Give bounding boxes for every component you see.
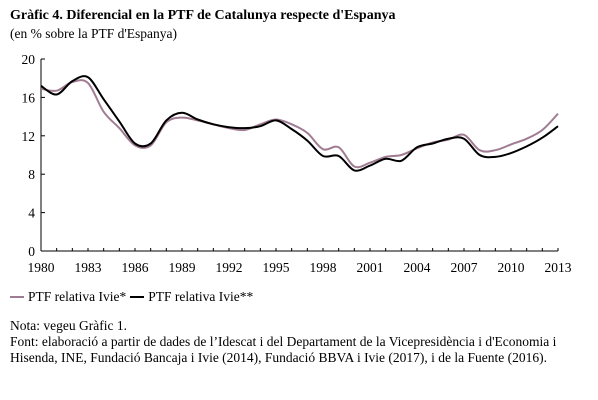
y-tick-label: 20 <box>22 52 36 67</box>
x-tick-label: 1995 <box>263 260 290 275</box>
x-tick-label: 2010 <box>498 260 525 275</box>
legend-item-ivie1: PTF relativa Ivie* <box>10 289 126 305</box>
legend-item-ivie2: PTF relativa Ivie** <box>130 289 253 305</box>
chart-series <box>40 75 559 172</box>
y-tick-label: 16 <box>22 90 36 105</box>
legend-swatch-ivie2 <box>130 296 145 298</box>
chart-legend: PTF relativa Ivie* PTF relativa Ivie** <box>10 289 257 305</box>
chart-title: Gràfic 4. Diferencial en la PTF de Catal… <box>10 8 396 23</box>
x-tick-label: 1992 <box>216 260 243 275</box>
x-tick-label: 2004 <box>404 260 431 275</box>
chart-tick-labels: 0 4 8 12 16 20 1980 1983 1986 1989 1992 1995 1998 200… <box>22 52 572 275</box>
legend-swatch-ivie1 <box>10 296 24 298</box>
x-tick-label: 2001 <box>357 260 384 275</box>
y-tick-label: 8 <box>28 167 35 182</box>
note-text: Nota: vegeu Gràfic 1. <box>10 318 127 333</box>
y-tick-label: 0 <box>28 244 35 259</box>
chart-axes <box>40 58 559 252</box>
x-tick-label: 2013 <box>545 260 572 275</box>
chart-notes: Nota: vegeu Gràfic 1. Font: elaboració a… <box>10 318 590 366</box>
x-tick-label: 1998 <box>310 260 337 275</box>
series-line-ivie1 <box>40 79 559 169</box>
y-tick-label: 12 <box>22 129 36 144</box>
y-tick-label: 4 <box>28 206 35 221</box>
x-tick-label: 1986 <box>122 260 149 275</box>
x-tick-label: 1980 <box>28 260 55 275</box>
x-tick-label: 1989 <box>169 260 196 275</box>
source-text: Font: elaboració a partir de dades de l’… <box>10 334 557 365</box>
legend-label-ivie2: PTF relativa Ivie** <box>148 289 254 304</box>
legend-label-ivie1: PTF relativa Ivie* <box>28 289 127 304</box>
x-tick-label: 2007 <box>451 260 478 275</box>
chart-subtitle: (en % sobre la PTF d'Espanya) <box>10 26 178 41</box>
series-line-ivie2 <box>40 75 559 172</box>
x-tick-label: 1983 <box>75 260 102 275</box>
